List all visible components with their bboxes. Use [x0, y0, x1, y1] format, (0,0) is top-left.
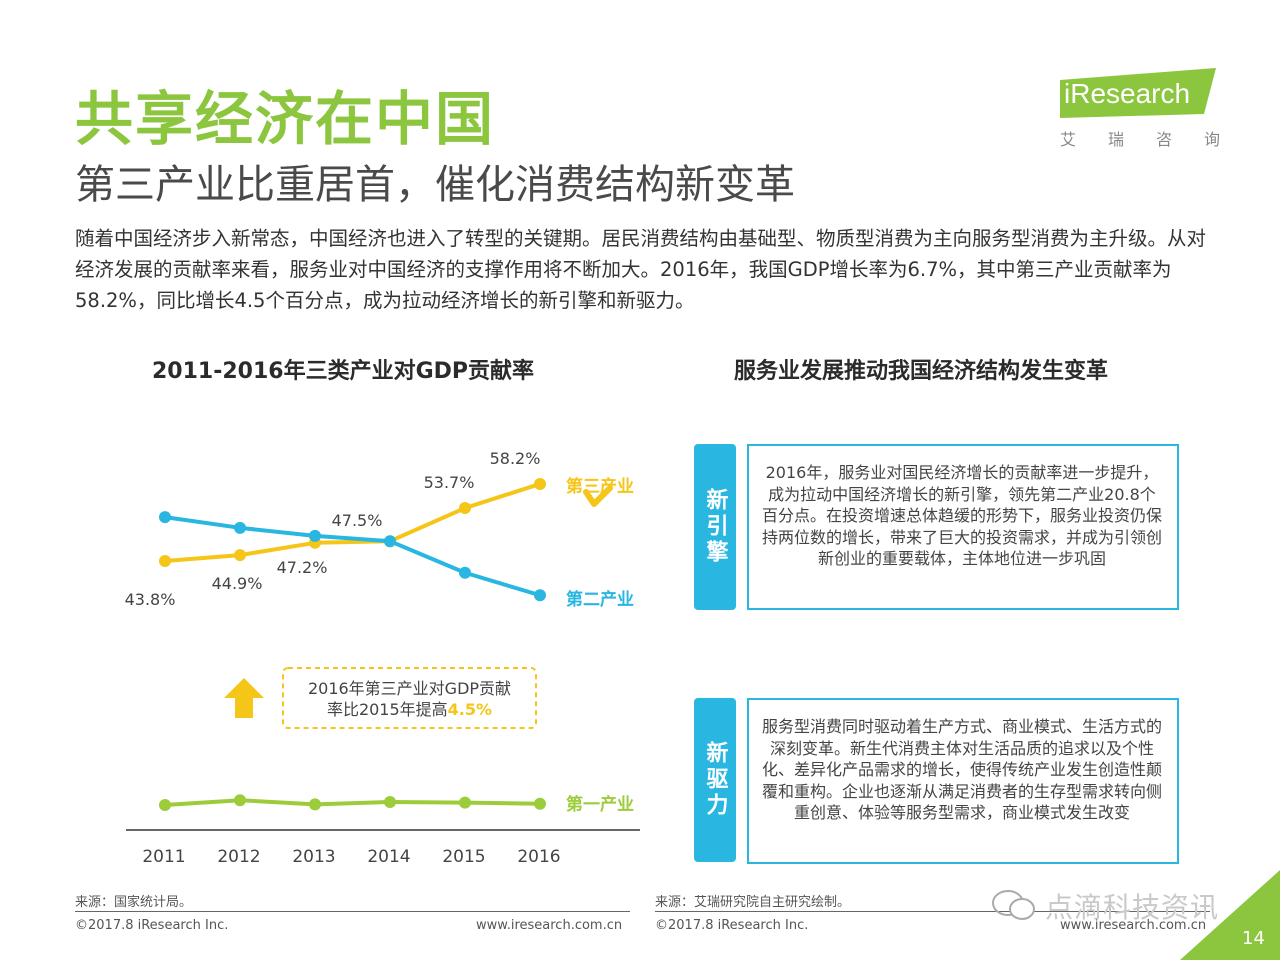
card-new-engine-text: 2016年，服务业对国民经济增长的贡献率进一步提升，成为拉动中国经济增长的新引擎… — [762, 463, 1163, 568]
data-label-2011: 43.8% — [125, 590, 176, 609]
callout-box — [282, 667, 537, 729]
point-secondary-2011 — [159, 511, 171, 524]
left-footer-divider — [75, 911, 630, 912]
data-label-2016: 58.2% — [490, 449, 541, 468]
logo-cn-text: 艾瑞咨询 — [1060, 130, 1220, 149]
callout-text: 2016年第三产业对GDP贡献 率比2015年提高4.5% — [307, 679, 512, 719]
card-new-driver-text: 服务型消费同时驱动着生产方式、商业模式、生活方式的深刻变革。新生代消费主体对生活… — [762, 717, 1163, 822]
series-line-primary — [164, 798, 541, 807]
check-icon — [583, 485, 613, 507]
legend-tertiary: 第三产业 — [566, 476, 634, 497]
point-secondary-2013 — [309, 529, 321, 542]
right-footer-divider — [655, 911, 1210, 912]
legend-secondary: 第二产业 — [566, 589, 634, 610]
right-copyright: ©2017.8 iResearch Inc. — [655, 918, 809, 933]
data-label-2012: 44.9% — [212, 574, 263, 593]
series-line-tertiary — [164, 482, 541, 563]
x-tick-2014: 2014 — [367, 847, 410, 867]
left-url[interactable]: www.iresearch.com.cn — [476, 918, 623, 933]
tag-new-engine: 新引擎 — [694, 444, 736, 610]
point-primary-2016 — [534, 797, 546, 810]
point-secondary-2015 — [459, 566, 471, 579]
series-line-secondary — [164, 515, 541, 598]
tag-new-driver: 新驱力 — [694, 698, 736, 862]
x-tick-2011: 2011 — [142, 847, 185, 867]
x-tick-2012: 2012 — [217, 847, 260, 867]
point-secondary-2012 — [234, 521, 246, 534]
card-new-driver — [747, 698, 1179, 864]
page-subtitle: 第三产业比重居首，催化消费结构新变革 — [75, 162, 795, 208]
left-copyright: ©2017.8 iResearch Inc. — [75, 918, 229, 933]
callout-highlight: 4.5% — [447, 700, 493, 719]
intro-paragraph: 随着中国经济步入新常态，中国经济也进入了转型的关键期。居民消费结构由基础型、物质… — [75, 227, 1207, 312]
point-primary-2013 — [309, 798, 321, 811]
point-tertiary-2015 — [459, 502, 471, 515]
page-title: 共享经济在中国 — [75, 85, 496, 153]
left-source: 来源：国家统计局。 — [75, 895, 193, 910]
right-section-title: 服务业发展推动我国经济结构发生变革 — [734, 359, 1109, 384]
chart-title: 2011-2016年三类产业对GDP贡献率 — [152, 359, 535, 384]
wechat-icon — [992, 890, 1035, 920]
iresearch-logo — [1060, 68, 1216, 118]
data-label-2014: 47.5% — [332, 511, 383, 530]
watermark-text: 点滴科技资讯 — [1045, 891, 1220, 924]
data-label-2015: 53.7% — [424, 473, 475, 492]
card-new-engine — [747, 444, 1179, 610]
right-source: 来源：艾瑞研究院自主研究绘制。 — [655, 895, 851, 910]
point-tertiary-2011 — [159, 555, 171, 567]
page-number: 14 — [1242, 928, 1265, 949]
x-tick-2016: 2016 — [517, 847, 560, 867]
x-tick-2013: 2013 — [292, 847, 335, 867]
point-primary-2012 — [234, 794, 246, 807]
right-url[interactable]: www.iresearch.com.cn — [1060, 918, 1207, 933]
page-corner — [1180, 870, 1280, 960]
point-secondary-2014 — [384, 535, 396, 548]
point-primary-2011 — [159, 799, 171, 811]
point-primary-2014 — [384, 796, 396, 808]
point-primary-2015 — [459, 796, 471, 809]
x-tick-2015: 2015 — [442, 847, 485, 867]
legend-primary: 第一产业 — [566, 794, 634, 815]
point-secondary-2016 — [534, 589, 546, 602]
up-arrow-icon — [224, 678, 264, 718]
point-tertiary-2012 — [234, 549, 246, 562]
data-label-2013: 47.2% — [277, 558, 328, 577]
logo-brand-text: iResearch — [1064, 78, 1191, 109]
point-tertiary-2016 — [534, 477, 546, 490]
